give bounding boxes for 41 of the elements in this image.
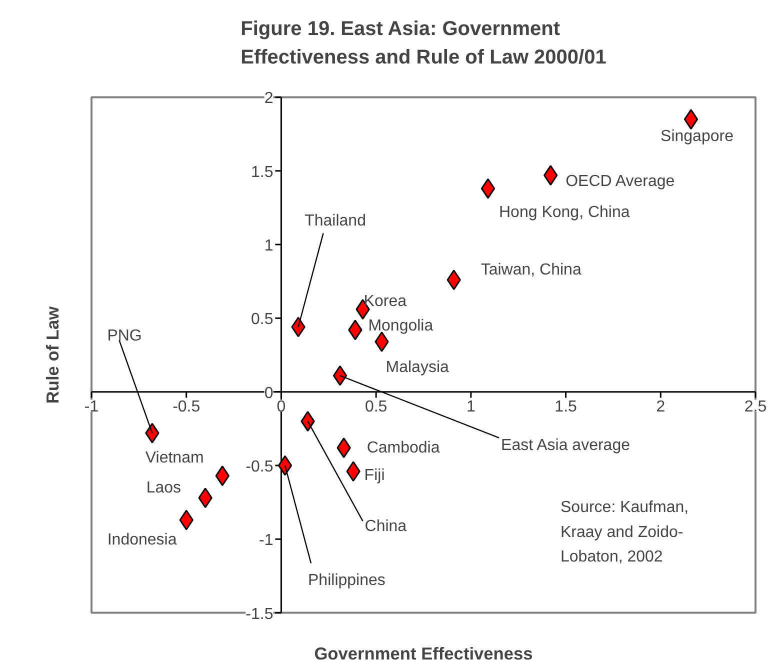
y-axis-title: Rule of Law bbox=[42, 306, 62, 404]
annotation: Taiwan, China bbox=[480, 261, 582, 278]
annotation: Hong Kong, China bbox=[499, 204, 630, 222]
annotation: Philippines bbox=[308, 572, 386, 589]
annotation: PNG bbox=[107, 328, 142, 345]
y-tick-label: 1.5 bbox=[250, 164, 274, 181]
y-tick-label: 2 bbox=[264, 90, 274, 108]
y-tick-label: -0.5 bbox=[246, 458, 274, 476]
x-tick-label: 0 bbox=[276, 398, 286, 416]
y-tick-label: 0.5 bbox=[250, 311, 274, 328]
annotation: Singapore bbox=[660, 128, 734, 145]
annotation: OECD Average bbox=[566, 172, 675, 190]
point bbox=[332, 365, 348, 386]
x-tick-label: -0.5 bbox=[172, 398, 200, 416]
x-tick-label: 2.5 bbox=[744, 398, 767, 416]
annotation: Laos bbox=[146, 479, 182, 496]
annotation: Korea bbox=[364, 292, 407, 310]
x-tick-label: 1.5 bbox=[554, 398, 578, 416]
x-tick-label: -1 bbox=[84, 398, 99, 416]
point bbox=[480, 178, 496, 199]
y-tick-label: 0 bbox=[264, 384, 274, 402]
y-tick-label: -1 bbox=[258, 532, 274, 550]
annotation: East Asia average bbox=[501, 437, 630, 454]
x-tick-label: 0.5 bbox=[364, 398, 388, 416]
annotation: Source: Kaufman, Kraay and Zoido- Lobaton, 2002 bbox=[560, 499, 689, 566]
annotation: Indonesia bbox=[107, 531, 177, 548]
x-axis-title: Government Effectiveness bbox=[314, 644, 533, 664]
x-tick-label: 2 bbox=[656, 398, 666, 416]
y-tick-label: -1.5 bbox=[246, 606, 274, 623]
x-tick-label: 1 bbox=[466, 398, 476, 416]
annotation: Mongolia bbox=[368, 317, 434, 334]
annotation: Cambodia bbox=[366, 439, 440, 456]
chart-title: Figure 19. East Asia: Government Effectiveness and Rule of Law 2000/01 bbox=[240, 18, 606, 68]
point bbox=[278, 455, 292, 476]
annotation: Fiji bbox=[364, 466, 385, 484]
annotation: China bbox=[364, 518, 407, 535]
y-tick-label: 1 bbox=[264, 238, 274, 255]
annotation: Malaysia bbox=[386, 359, 449, 376]
annotation: Vietnam bbox=[145, 449, 204, 466]
annotation: Thailand bbox=[304, 212, 366, 230]
point bbox=[684, 109, 698, 130]
